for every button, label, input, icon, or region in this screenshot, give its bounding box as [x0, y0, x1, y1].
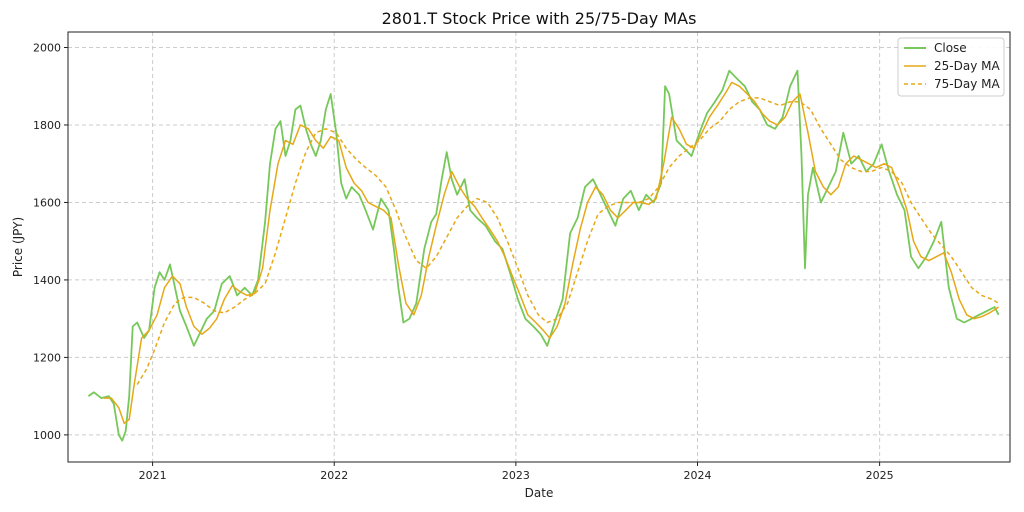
y-tick-label: 1400	[33, 274, 61, 287]
legend-close-label: Close	[934, 41, 967, 55]
y-tick-label: 2000	[33, 41, 61, 54]
x-tick-label: 2023	[502, 469, 530, 482]
y-tick-label: 1200	[33, 351, 61, 364]
y-tick-label: 1800	[33, 119, 61, 132]
x-tick-label: 2025	[866, 469, 894, 482]
x-tick-label: 2024	[683, 469, 711, 482]
x-axis-label: Date	[525, 486, 554, 500]
legend-box	[897, 37, 1005, 97]
y-tick-label: 1600	[33, 196, 61, 209]
legend: Close 25-Day MA 75-Day MA	[897, 37, 1005, 97]
chart-title: 2801.T Stock Price with 25/75-Day MAs	[382, 9, 697, 28]
legend-ma75-label: 75-Day MA	[934, 77, 1000, 91]
plot-frame	[67, 31, 1011, 463]
series-line-ma75	[136, 97, 999, 385]
series-line-ma25	[103, 81, 1000, 425]
x-tick-label: 2022	[320, 469, 348, 482]
legend-ma25-label: 25-Day MA	[934, 59, 1000, 73]
series-layer	[87, 69, 1000, 442]
y-axis-label: Price (JPY)	[11, 217, 25, 277]
y-axis-ticks: 1000 1200 1400 1600 1800 2000	[33, 41, 68, 442]
y-tick-label: 1000	[33, 429, 61, 442]
x-axis-ticks: 2021 2022 2023 2024 2025	[139, 462, 894, 482]
x-tick-label: 2021	[139, 469, 167, 482]
